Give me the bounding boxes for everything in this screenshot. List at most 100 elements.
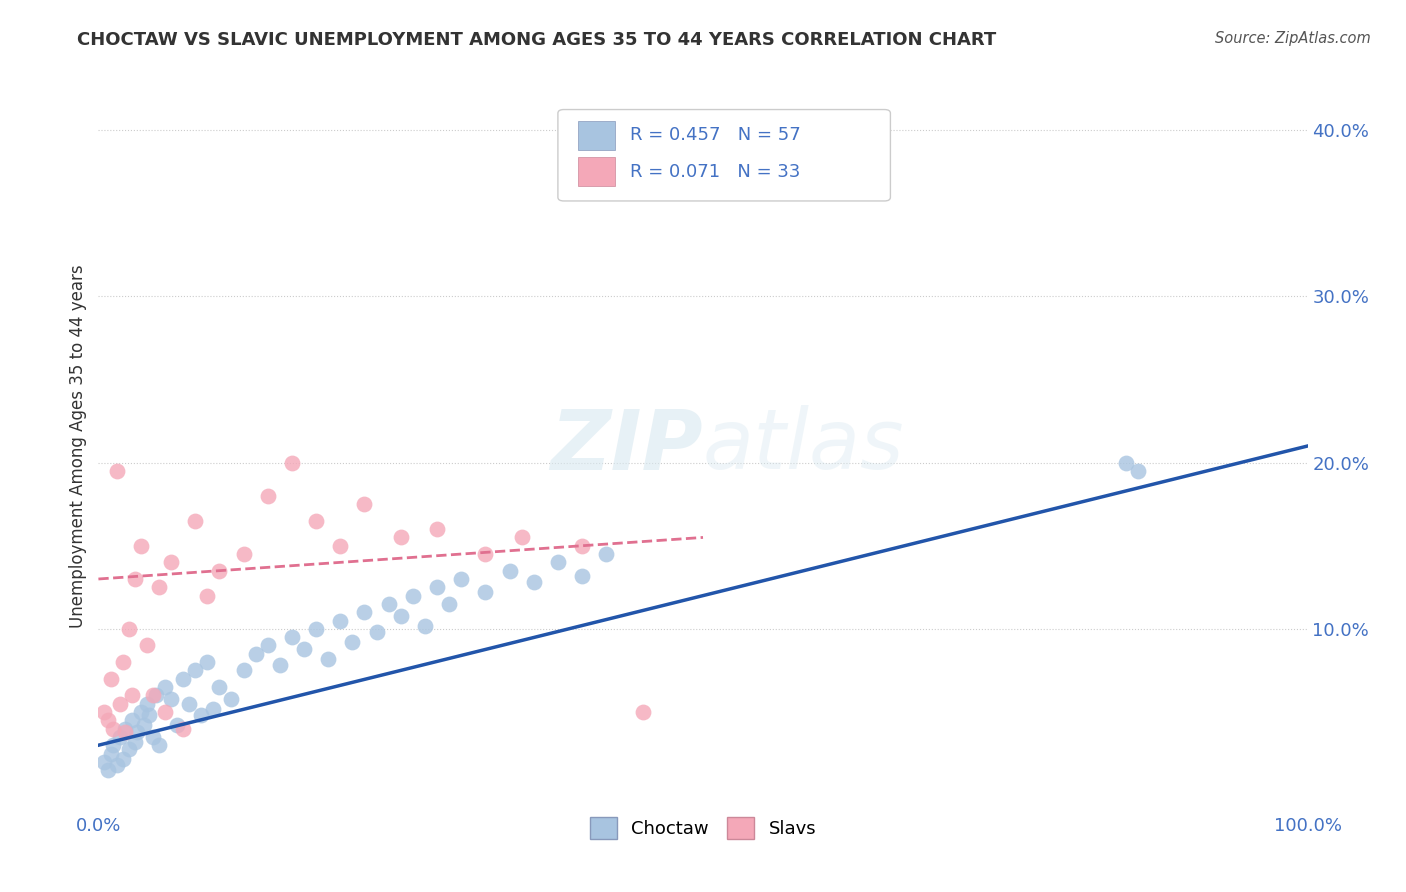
Point bbox=[437, 597, 460, 611]
Point bbox=[305, 514, 328, 528]
Point bbox=[121, 714, 143, 728]
Point bbox=[105, 758, 128, 772]
Point bbox=[329, 539, 352, 553]
Point bbox=[316, 652, 339, 666]
Point bbox=[153, 705, 176, 719]
Point bbox=[269, 658, 291, 673]
Legend: Choctaw, Slavs: Choctaw, Slavs bbox=[582, 810, 824, 847]
Point bbox=[148, 738, 170, 752]
Point bbox=[101, 722, 124, 736]
Point bbox=[129, 705, 152, 719]
Point bbox=[108, 697, 131, 711]
Point bbox=[571, 539, 593, 553]
Point bbox=[389, 530, 412, 544]
Point bbox=[366, 625, 388, 640]
Point bbox=[100, 672, 122, 686]
Point bbox=[232, 664, 254, 678]
FancyBboxPatch shape bbox=[578, 157, 614, 186]
Y-axis label: Unemployment Among Ages 35 to 44 years: Unemployment Among Ages 35 to 44 years bbox=[69, 264, 87, 628]
Point bbox=[202, 701, 225, 715]
Point bbox=[510, 530, 533, 544]
Point bbox=[127, 725, 149, 739]
Point bbox=[129, 539, 152, 553]
Point bbox=[245, 647, 267, 661]
Point bbox=[208, 680, 231, 694]
Point bbox=[135, 639, 157, 653]
Point bbox=[97, 714, 120, 728]
Point bbox=[166, 718, 188, 732]
Point bbox=[631, 705, 654, 719]
Point bbox=[450, 572, 472, 586]
Point bbox=[547, 555, 569, 569]
Point bbox=[172, 722, 194, 736]
Point bbox=[305, 622, 328, 636]
Point bbox=[114, 722, 136, 736]
Text: atlas: atlas bbox=[703, 406, 904, 486]
Point bbox=[571, 568, 593, 582]
Point bbox=[474, 547, 496, 561]
Point bbox=[184, 664, 207, 678]
Point bbox=[93, 705, 115, 719]
Text: CHOCTAW VS SLAVIC UNEMPLOYMENT AMONG AGES 35 TO 44 YEARS CORRELATION CHART: CHOCTAW VS SLAVIC UNEMPLOYMENT AMONG AGE… bbox=[77, 31, 997, 49]
Point bbox=[281, 456, 304, 470]
Point bbox=[121, 689, 143, 703]
FancyBboxPatch shape bbox=[558, 110, 890, 201]
Text: Source: ZipAtlas.com: Source: ZipAtlas.com bbox=[1215, 31, 1371, 46]
Point bbox=[111, 751, 134, 765]
Point bbox=[142, 730, 165, 744]
Point bbox=[135, 697, 157, 711]
Point bbox=[389, 608, 412, 623]
Point bbox=[160, 555, 183, 569]
Point bbox=[124, 572, 146, 586]
Point bbox=[153, 680, 176, 694]
Point bbox=[105, 464, 128, 478]
Point bbox=[124, 735, 146, 749]
Point bbox=[118, 622, 141, 636]
Point bbox=[134, 718, 156, 732]
Point bbox=[100, 747, 122, 761]
Point bbox=[498, 564, 520, 578]
Point bbox=[142, 689, 165, 703]
Point bbox=[1128, 464, 1150, 478]
Point bbox=[114, 725, 136, 739]
Point bbox=[145, 689, 167, 703]
Point bbox=[172, 672, 194, 686]
Point bbox=[138, 708, 160, 723]
Point bbox=[148, 580, 170, 594]
Point bbox=[108, 730, 131, 744]
Point bbox=[256, 639, 278, 653]
Point bbox=[426, 580, 449, 594]
Point bbox=[118, 741, 141, 756]
Point bbox=[523, 575, 546, 590]
Point bbox=[208, 564, 231, 578]
Point bbox=[329, 614, 352, 628]
Point bbox=[195, 655, 218, 669]
Point bbox=[353, 605, 375, 619]
Text: R = 0.457   N = 57: R = 0.457 N = 57 bbox=[630, 126, 801, 145]
Point bbox=[342, 635, 364, 649]
Point bbox=[256, 489, 278, 503]
Point bbox=[377, 597, 399, 611]
Point bbox=[426, 522, 449, 536]
Point bbox=[179, 697, 201, 711]
Point bbox=[93, 755, 115, 769]
Point bbox=[595, 547, 617, 561]
Point bbox=[97, 763, 120, 777]
Point bbox=[353, 497, 375, 511]
Point bbox=[281, 630, 304, 644]
Text: ZIP: ZIP bbox=[550, 406, 703, 486]
Point bbox=[232, 547, 254, 561]
Point bbox=[1115, 456, 1137, 470]
Point bbox=[402, 589, 425, 603]
FancyBboxPatch shape bbox=[578, 120, 614, 150]
Point bbox=[184, 514, 207, 528]
Point bbox=[160, 691, 183, 706]
Point bbox=[292, 641, 315, 656]
Point bbox=[413, 618, 436, 632]
Point bbox=[195, 589, 218, 603]
Point bbox=[221, 691, 243, 706]
Text: R = 0.071   N = 33: R = 0.071 N = 33 bbox=[630, 162, 801, 181]
Point bbox=[190, 708, 212, 723]
Point bbox=[474, 585, 496, 599]
Point bbox=[111, 655, 134, 669]
